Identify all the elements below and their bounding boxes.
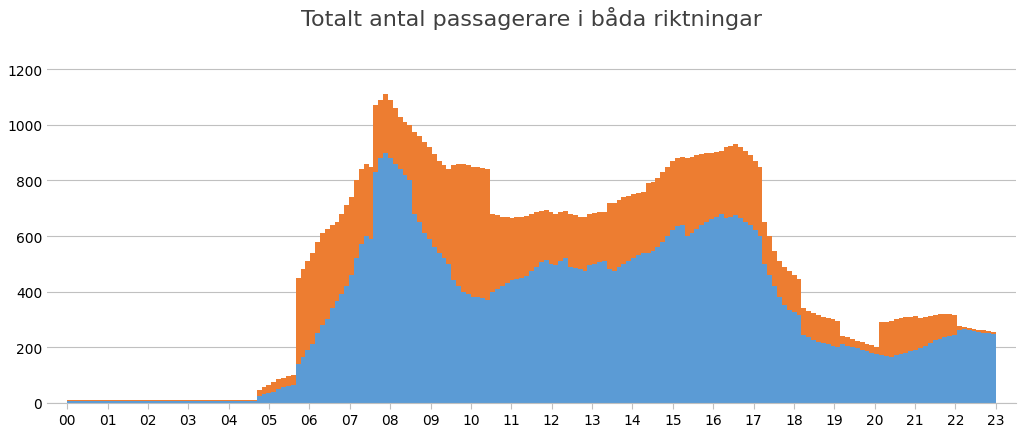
Title: Totalt antal passagerare i båda riktningar: Totalt antal passagerare i båda riktning… <box>301 7 762 30</box>
